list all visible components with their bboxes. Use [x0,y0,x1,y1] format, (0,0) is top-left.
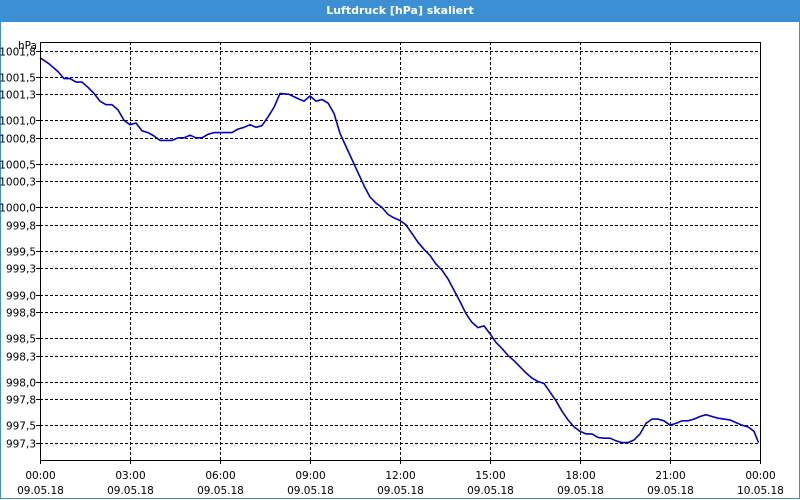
y-axis: 1001,8 1001,5 1001,3 1001,0 1000,8 1000,5 1000… [0,47,40,451]
x-tick-date-label: 09.05.18 [377,485,424,497]
x-tick-date-label: 09.05.18 [647,485,694,497]
y-tick-label: 1001,8 [0,47,36,59]
y-tick-label: 1000,5 [0,160,36,172]
y-axis-label: hPa [18,40,37,52]
y-tick-label: 999,5 [6,247,36,259]
x-tick-date-label: 09.05.18 [467,485,514,497]
x-tick-time-label: 21:00 [655,470,685,482]
y-tick-label: 997,3 [6,439,36,451]
y-tick-label: 999,0 [6,291,36,303]
series-layer [39,57,760,444]
x-tick-date-label: 09.05.18 [557,485,604,497]
x-tick-time-label: 06:00 [205,470,235,482]
x-tick-time-label: 00:00 [25,470,55,482]
grid [40,42,761,460]
y-tick-label: 997,5 [6,421,36,433]
y-tick-label: 1000,8 [0,134,36,146]
y-tick-label: 999,3 [6,264,36,276]
y-tick-label: 1000,3 [0,177,36,189]
y-tick-label: 998,0 [6,378,36,390]
y-tick-label: 997,8 [6,395,36,407]
x-tick-time-label: 09:00 [295,470,325,482]
x-axis: 00:00 09.05.18 03:00 09.05.18 06:00 09.05.18 0… [17,460,784,497]
x-tick-date-label: 09.05.18 [287,485,334,497]
x-tick-date-label: 09.05.18 [197,485,244,497]
x-tick-date-label: 10.05.18 [737,485,784,497]
x-tick-time-label: 03:00 [115,470,145,482]
x-tick-time-label: 12:00 [385,470,415,482]
plot-frame [40,42,761,461]
y-tick-label: 1000,0 [0,203,36,215]
x-tick-date-label: 09.05.18 [17,485,64,497]
series-line [39,57,760,444]
y-tick-label: 998,5 [6,334,36,346]
y-tick-label: 1001,5 [0,73,36,85]
x-tick-time-label: 15:00 [475,470,505,482]
x-tick-time-label: 18:00 [565,470,595,482]
y-tick-label: 999,8 [6,221,36,233]
y-tick-label: 1001,3 [0,90,36,102]
y-tick-label: 998,8 [6,308,36,320]
x-tick-time-label: 00:00 [745,470,775,482]
y-tick-label: 998,3 [6,352,36,364]
y-tick-label: 1001,0 [0,116,36,128]
window-title: Luftdruck [hPa] skaliert [0,0,800,22]
x-tick-date-label: 09.05.18 [107,485,154,497]
